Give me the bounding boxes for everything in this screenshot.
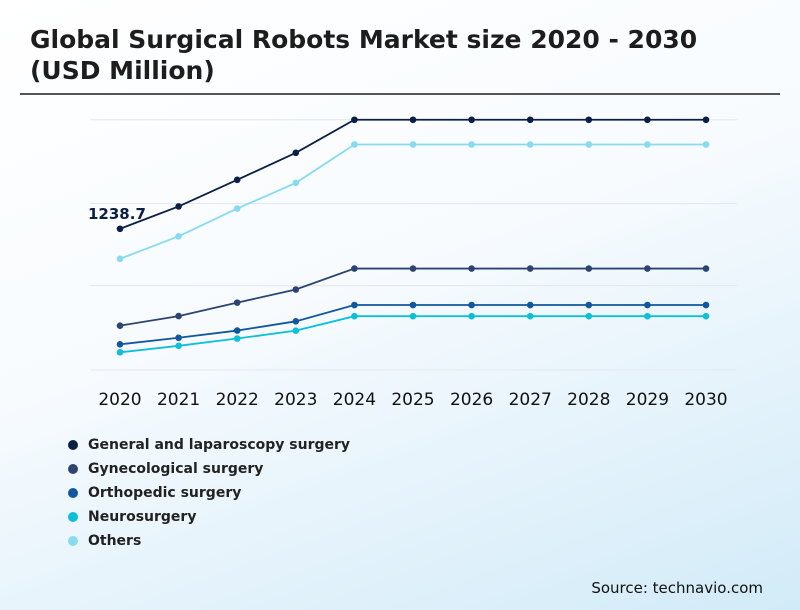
x-tick-label-2024: 2024: [333, 390, 376, 410]
legend-marker-3: [68, 512, 78, 522]
data-point-s0-2023: [292, 149, 300, 157]
legend-label-3: Neurosurgery: [88, 509, 197, 525]
data-point-s2-2028: [585, 301, 593, 309]
legend-label-1: Gynecological surgery: [88, 461, 264, 477]
data-point-s2-2024: [351, 301, 358, 309]
data-point-s2-2023: [292, 318, 300, 325]
data-point-s3-2025: [409, 312, 417, 320]
data-point-s2-2021: [175, 334, 182, 342]
data-point-s2-2020: [116, 341, 124, 348]
data-point-s3-2028: [585, 312, 593, 320]
legend-label-2: Orthopedic surgery: [88, 485, 242, 501]
legend-label-4: Others: [88, 533, 142, 549]
data-point-s1-2023: [292, 286, 300, 293]
x-tick-label-2026: 2026: [450, 390, 493, 410]
legend-marker-2: [68, 488, 78, 498]
data-point-s0-2027: [526, 116, 534, 124]
legend-item-4: Others: [68, 529, 350, 553]
chart-legend: General and laparoscopy surgery Gynecolog…: [68, 433, 350, 553]
data-point-s2-2030: [702, 301, 710, 309]
data-point-s3-2027: [526, 312, 534, 320]
data-point-s4-2026: [468, 141, 475, 148]
series-line-0: [119, 118, 706, 230]
data-point-s1-2025: [409, 265, 417, 272]
legend-item-3: Neurosurgery: [68, 505, 350, 529]
series-line-2: [119, 304, 706, 346]
data-point-s1-2029: [644, 265, 651, 272]
data-point-s3-2024: [351, 312, 358, 320]
data-point-s2-2022: [233, 327, 241, 334]
data-point-s1-2026: [468, 265, 475, 272]
data-point-s1-2020: [116, 322, 124, 329]
data-point-s0-2026: [468, 116, 475, 124]
data-point-s4-2027: [526, 141, 534, 148]
data-label-annotation: 1238.7: [88, 205, 146, 223]
data-point-s3-2020: [116, 349, 124, 356]
series-line-4: [119, 143, 706, 260]
line-chart: 2020 2021 2022 2023 2024 2025 2026 2027 2028 2029…: [88, 116, 737, 410]
legend-item-1: Gynecological surgery: [68, 457, 350, 481]
data-point-s4-2030: [702, 141, 710, 148]
data-point-s0-2021: [175, 203, 182, 210]
data-point-s4-2025: [409, 141, 417, 148]
x-tick-label-2022: 2022: [216, 390, 259, 410]
data-point-s3-2030: [702, 312, 710, 320]
legend-item-2: Orthopedic surgery: [68, 481, 350, 505]
data-point-s1-2021: [175, 312, 182, 320]
x-tick-label-2025: 2025: [391, 390, 434, 410]
data-point-s0-2025: [409, 116, 417, 124]
data-point-s4-2024: [351, 141, 358, 148]
data-point-s0-2024: [351, 116, 358, 124]
x-tick-label-2023: 2023: [274, 390, 317, 410]
data-point-s1-2027: [526, 265, 534, 272]
x-tick-label-2028: 2028: [567, 390, 610, 410]
data-point-s3-2022: [233, 335, 241, 342]
legend-label-0: General and laparoscopy surgery: [88, 437, 351, 453]
source-note: Source: technavio.com: [591, 579, 763, 597]
data-point-s4-2021: [175, 232, 182, 240]
data-point-s2-2026: [468, 301, 475, 309]
data-point-s1-2024: [351, 265, 358, 272]
data-point-s0-2030: [702, 116, 710, 124]
data-point-s3-2026: [468, 312, 475, 320]
data-point-s4-2022: [233, 205, 241, 212]
data-point-s3-2029: [644, 312, 651, 320]
data-point-s3-2021: [175, 342, 182, 350]
data-point-s2-2027: [526, 301, 534, 309]
legend-marker-1: [68, 464, 78, 474]
data-point-s4-2029: [644, 141, 651, 148]
x-tick-label-2020: 2020: [98, 390, 141, 410]
data-point-s0-2029: [644, 116, 651, 124]
data-point-s4-2023: [292, 179, 300, 187]
data-point-s0-2028: [585, 116, 593, 124]
data-point-s2-2025: [409, 301, 417, 309]
data-point-s2-2029: [644, 301, 651, 309]
legend-marker-4: [68, 536, 78, 546]
x-tick-label-2027: 2027: [509, 390, 552, 410]
legend-marker-0: [68, 440, 78, 450]
legend-item-0: General and laparoscopy surgery: [68, 433, 350, 457]
data-point-s1-2022: [233, 299, 241, 306]
data-point-s3-2023: [292, 327, 300, 334]
data-point-s1-2030: [702, 265, 710, 272]
title-divider: [20, 93, 780, 95]
chart-title: Global Surgical Robots Market size 2020 …: [30, 25, 698, 85]
data-point-s4-2028: [585, 141, 593, 148]
data-point-s0-2020: [116, 225, 124, 233]
x-tick-label-2021: 2021: [157, 390, 200, 410]
x-tick-label-2029: 2029: [626, 390, 669, 410]
x-tick-label-2030: 2030: [684, 390, 727, 410]
data-point-s1-2028: [585, 265, 593, 272]
data-point-s4-2020: [116, 255, 124, 263]
data-point-s0-2022: [233, 176, 241, 184]
